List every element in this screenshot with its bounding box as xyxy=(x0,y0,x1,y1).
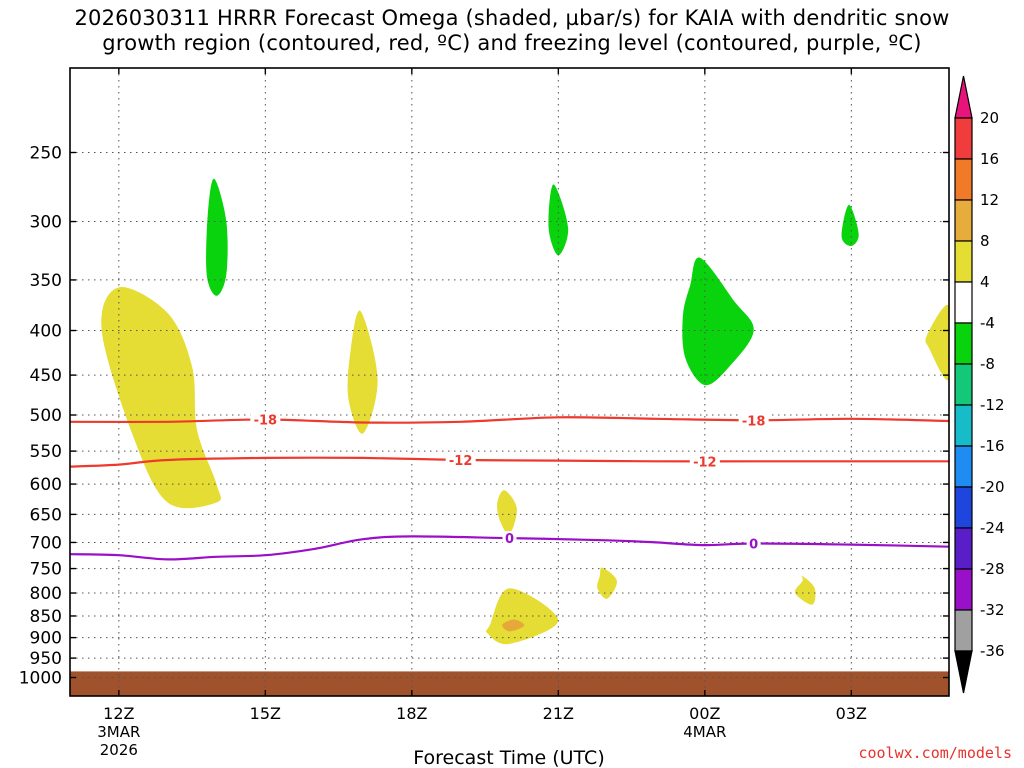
omega-region xyxy=(502,619,525,632)
x-tick-label: 21Z xyxy=(543,704,574,723)
omega-region xyxy=(206,178,228,296)
contour-line xyxy=(70,416,949,424)
y-tick-label: 500 xyxy=(30,406,62,426)
colorbar-top-arrow xyxy=(954,75,973,119)
colorbar-segment xyxy=(954,445,973,488)
omega-region xyxy=(682,257,754,386)
colorbar-segment xyxy=(954,240,973,283)
omega-region xyxy=(497,490,517,535)
colorbar-label: -12 xyxy=(980,396,1005,414)
contour-label: -18 xyxy=(742,414,766,429)
terrain-layer xyxy=(70,671,949,696)
x-tick-label: 03Z xyxy=(836,704,867,723)
contour-label-bg xyxy=(738,413,769,428)
contour-label: 0 xyxy=(749,538,758,553)
y-tick-label: 450 xyxy=(30,366,62,386)
colorbar-label: -16 xyxy=(980,437,1005,455)
omega-region xyxy=(794,575,816,605)
contour-label: 0 xyxy=(505,532,514,547)
colorbar-segment xyxy=(954,322,973,365)
contour-label-bg xyxy=(502,531,517,546)
x-tick-label: 18Z xyxy=(396,704,427,723)
y-tick-label: 1000 xyxy=(19,669,62,689)
omega-shading-layer xyxy=(101,178,949,645)
y-tick-label: 850 xyxy=(30,607,62,627)
colorbar-segment xyxy=(954,199,973,242)
y-tick-label: 800 xyxy=(30,584,62,604)
y-tick-label: 950 xyxy=(30,649,62,669)
omega-region xyxy=(347,310,378,434)
contour-label: -12 xyxy=(449,454,473,469)
colorbar-label: 4 xyxy=(980,273,990,291)
contour-layer: -18 -18 -12 -12 0 0 xyxy=(70,412,949,561)
colorbar-segment xyxy=(954,486,973,529)
colorbar-label: 8 xyxy=(980,232,990,250)
y-tick-label: 550 xyxy=(30,442,62,462)
y-tick-label: 650 xyxy=(30,505,62,525)
colorbar-label: -36 xyxy=(980,642,1005,660)
x-tick-label: 15Z xyxy=(250,704,281,723)
contour-label: -12 xyxy=(693,455,717,470)
contour-label-bg xyxy=(445,452,476,467)
colorbar-label: -32 xyxy=(980,601,1005,619)
colorbar-label: -20 xyxy=(980,478,1005,496)
y-tick-label: 600 xyxy=(30,475,62,495)
y-tick-label: 300 xyxy=(30,213,62,233)
omega-region xyxy=(925,304,949,381)
colorbar-segment xyxy=(954,404,973,447)
x-tick-year: 2026 xyxy=(100,741,138,759)
colorbar-label: 16 xyxy=(980,150,999,168)
omega-region xyxy=(597,567,617,599)
x-tick-label: 00Z xyxy=(689,704,720,723)
terrain-band xyxy=(70,671,949,696)
y-tick-label: 700 xyxy=(30,533,62,553)
x-axis-label: Forecast Time (UTC) xyxy=(413,747,604,768)
x-tick-label: 12Z xyxy=(103,704,134,723)
y-tick-label: 350 xyxy=(30,271,62,291)
omega-region xyxy=(548,184,569,256)
y-axis-ticks: 2503003504004505005506006507007508008509… xyxy=(19,144,949,689)
colorbar-segment xyxy=(954,568,973,611)
y-tick-label: 250 xyxy=(30,144,62,164)
y-tick-label: 400 xyxy=(30,322,62,342)
colorbar-label: -24 xyxy=(980,519,1005,537)
colorbar-label: -28 xyxy=(980,560,1005,578)
watermark: coolwx.com/models xyxy=(858,744,1012,762)
contour-label-bg xyxy=(689,454,720,469)
omega-region xyxy=(101,287,221,509)
colorbar-segment xyxy=(954,117,973,160)
chart-title: 2026030311 HRRR Forecast Omega (shaded, … xyxy=(0,6,1024,56)
colorbar-label: 12 xyxy=(980,191,999,209)
omega-region xyxy=(485,588,559,645)
y-tick-label: 900 xyxy=(30,629,62,649)
x-tick-date: 3MAR xyxy=(97,723,140,741)
plot-frame xyxy=(69,67,950,697)
colorbar-segment xyxy=(954,158,973,201)
title-line-2: growth region (contoured, red, ºC) and f… xyxy=(102,31,922,55)
colorbar-label: -4 xyxy=(980,314,995,332)
colorbar-segment xyxy=(954,527,973,570)
contour-label-bg xyxy=(250,412,281,427)
contour-label: -18 xyxy=(254,414,278,429)
colorbar-segment xyxy=(954,363,973,406)
omega-region xyxy=(841,204,859,247)
colorbar-label: 20 xyxy=(980,109,999,127)
x-tick-date: 4MAR xyxy=(683,723,726,741)
colorbar-segment xyxy=(954,609,973,652)
title-line-1: 2026030311 HRRR Forecast Omega (shaded, … xyxy=(74,6,950,30)
grid-layer xyxy=(70,68,949,696)
colorbar-bottom-arrow xyxy=(954,650,973,694)
colorbar-segment xyxy=(954,281,973,324)
contour-label-bg xyxy=(746,536,761,551)
y-tick-label: 750 xyxy=(30,560,62,580)
colorbar: 20 16 12 8 4 -4 -8 -12 -16 -20 -24 -28 -32 -36 xyxy=(954,75,1005,694)
colorbar-label: -8 xyxy=(980,355,995,373)
